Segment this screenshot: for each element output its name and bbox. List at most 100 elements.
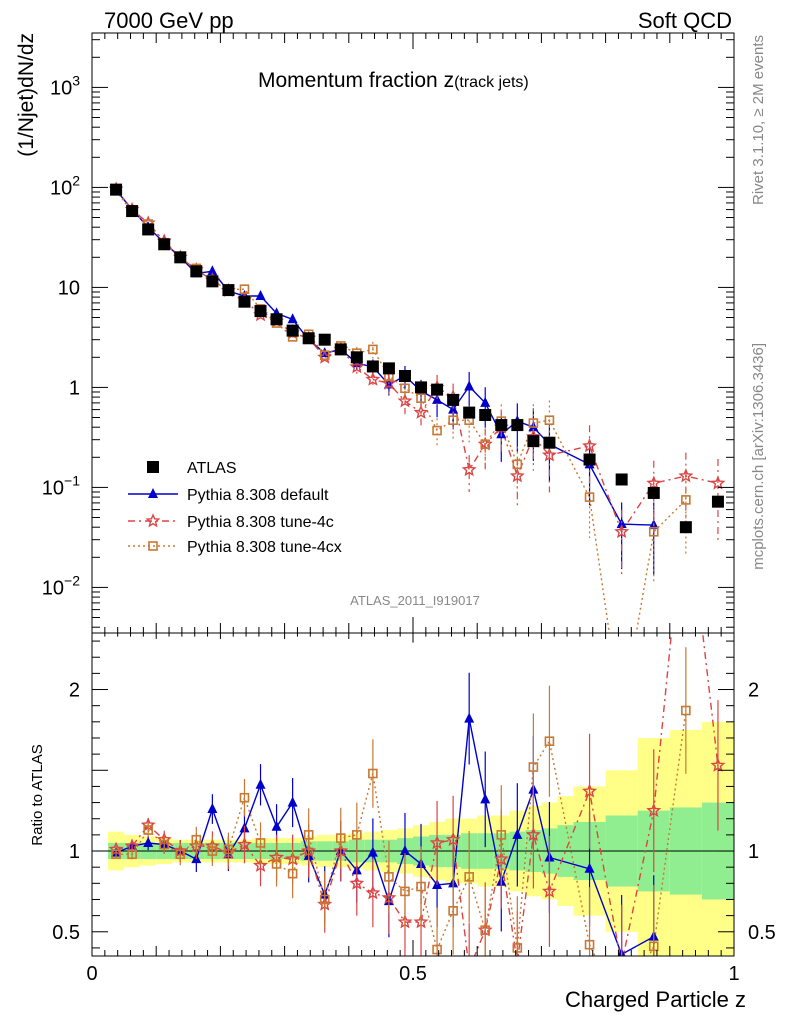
data-point	[368, 344, 378, 355]
data-point	[416, 393, 426, 403]
header-right: Soft QCD	[638, 8, 732, 33]
data-point	[207, 265, 218, 276]
ratio-point	[480, 793, 491, 804]
data-point	[255, 290, 266, 301]
data-point	[158, 238, 171, 251]
ratio-point	[159, 839, 170, 850]
data-point	[495, 419, 508, 432]
y-tick-base: 10	[50, 177, 72, 199]
data-point	[480, 439, 491, 450]
legend-label: Pythia 8.308 tune-4cx	[187, 539, 342, 556]
data-point	[270, 313, 283, 326]
ratio-point	[287, 796, 298, 807]
data-point	[110, 183, 123, 196]
ratio-point	[143, 825, 153, 835]
ratio-point	[207, 803, 218, 814]
ratio-point	[287, 868, 298, 879]
y-tick-exponent: −2	[64, 572, 80, 588]
data-point	[527, 435, 540, 448]
legend-marker	[145, 513, 161, 528]
ratio-point	[400, 886, 410, 897]
data-point	[381, 375, 397, 390]
ratio-point	[464, 712, 475, 723]
data-point	[366, 360, 379, 373]
ratio-tick-label-right: 2	[748, 680, 759, 702]
data-point	[431, 383, 444, 396]
analysis-label: ATLAS_2011_I919017	[350, 593, 480, 608]
ratio-point	[352, 830, 362, 840]
data-point	[463, 406, 476, 419]
ratio-point	[124, 838, 140, 853]
legend: ATLAS Pythia 8.308 default Pythia 8.308 tu…	[128, 460, 342, 556]
ratio-point	[399, 845, 410, 856]
y-tick-base: 10	[50, 77, 72, 99]
ratio-point	[480, 925, 491, 935]
data-point	[447, 393, 460, 406]
data-point	[448, 415, 458, 425]
ratio-point	[616, 958, 628, 969]
ratio-axis-label: Ratio to ATLAS	[29, 744, 46, 845]
legend-marker	[147, 461, 159, 473]
ratio-point	[584, 862, 595, 873]
data-point	[615, 473, 628, 486]
data-point	[239, 284, 250, 294]
ratio-point	[584, 939, 595, 950]
y-tick-label: 10−2	[42, 572, 80, 599]
ratio-point	[111, 849, 121, 860]
ratio-point	[349, 875, 365, 890]
data-point	[541, 447, 557, 462]
legend-marker	[148, 541, 158, 551]
data-point	[397, 393, 413, 408]
data-point	[461, 461, 477, 477]
ratio-point	[512, 943, 523, 953]
ratio-point	[253, 857, 268, 872]
header-left: 7000 GeV pp	[104, 8, 234, 33]
y-tick-label: 103	[50, 72, 80, 99]
data-point	[400, 383, 410, 394]
data-point	[413, 404, 429, 419]
ratio-point	[207, 846, 218, 856]
y-tick-base: 10	[58, 277, 80, 299]
legend-label: ATLAS	[187, 460, 237, 477]
ratio-point	[255, 778, 266, 789]
ratio-tick-label-right: 0.5	[748, 922, 776, 944]
data-point	[334, 343, 347, 356]
data-point	[365, 371, 381, 386]
ratio-point	[303, 830, 314, 840]
data-point	[584, 492, 595, 502]
data-point	[398, 370, 411, 383]
ratio-point	[365, 885, 381, 900]
data-point	[528, 418, 539, 428]
data-point	[287, 313, 298, 324]
mcplots-label: mcplots.cern.ch [arXiv:1306.3436]	[750, 343, 767, 570]
ratio-plot-series	[108, 633, 726, 969]
data-point	[711, 495, 724, 508]
ratio-point	[541, 883, 557, 898]
ratio-point	[464, 872, 474, 882]
data-point	[614, 523, 630, 539]
ratio-point	[384, 872, 394, 882]
ratio-point	[582, 783, 598, 798]
ratio-point	[319, 894, 330, 905]
ratio-tick-label-left: 0.5	[52, 922, 80, 944]
ratio-point	[710, 757, 726, 772]
data-point	[349, 359, 365, 374]
x-tick-label: 1	[728, 963, 739, 985]
data-point	[318, 333, 331, 346]
x-axis-label: Charged Particle z	[565, 987, 746, 1012]
ratio-point	[528, 762, 539, 772]
ratio-point	[512, 828, 523, 839]
ratio-point	[516, 954, 518, 956]
ratio-point	[191, 834, 202, 845]
ratio-point	[143, 836, 154, 847]
data-point	[206, 275, 219, 288]
data-point	[479, 408, 492, 421]
legend-label: Pythia 8.308 default	[187, 487, 329, 504]
data-point	[511, 419, 524, 432]
y-tick-exponent: −1	[64, 472, 80, 488]
ratio-point	[239, 792, 250, 803]
y-axis-label: (1/Njet)dN/dz	[15, 33, 38, 157]
ratio-point	[445, 831, 461, 847]
